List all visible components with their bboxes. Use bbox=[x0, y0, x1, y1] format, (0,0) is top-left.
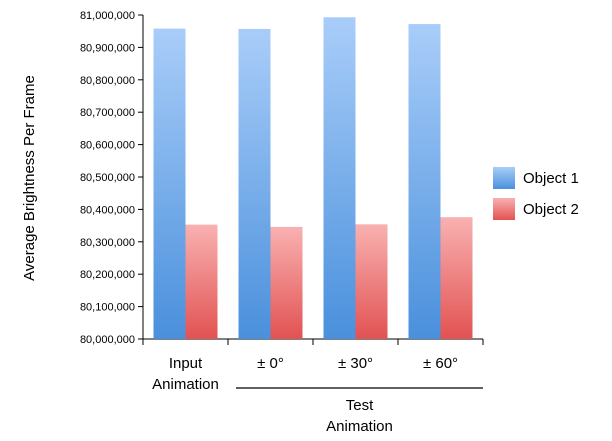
legend-label: Object 1 bbox=[523, 170, 579, 187]
x-tick-label: Animation bbox=[152, 376, 219, 393]
bar-object2-0 bbox=[185, 224, 218, 339]
y-tick-label: 81,000,000 bbox=[80, 10, 135, 22]
bar-object1-0 bbox=[153, 28, 186, 339]
x-tick-label: ± 0° bbox=[257, 355, 284, 372]
bar-object1-1 bbox=[238, 28, 271, 339]
x-tick-label: ± 30° bbox=[338, 355, 373, 372]
y-tick-label: 80,000,000 bbox=[80, 334, 135, 346]
bar-object2-1 bbox=[270, 226, 303, 339]
bar-object1-2 bbox=[323, 17, 356, 339]
x-tick-label: Input bbox=[169, 355, 203, 372]
group-label: Test bbox=[346, 397, 374, 414]
legend-label: Object 2 bbox=[523, 201, 579, 218]
y-tick-label: 80,700,000 bbox=[80, 107, 135, 119]
y-axis-label: Average Brightness Per Frame bbox=[21, 75, 38, 281]
x-tick-label: ± 60° bbox=[423, 355, 458, 372]
group-label: Animation bbox=[326, 418, 393, 435]
y-tick-label: 80,900,000 bbox=[80, 42, 135, 54]
y-tick-label: 80,600,000 bbox=[80, 140, 135, 152]
legend-swatch-object1 bbox=[493, 167, 515, 189]
y-tick-label: 80,400,000 bbox=[80, 204, 135, 216]
bar-object1-3 bbox=[408, 24, 441, 340]
bar-object2-2 bbox=[355, 224, 388, 339]
y-tick-label: 80,100,000 bbox=[80, 302, 135, 314]
y-tick-label: 80,500,000 bbox=[80, 172, 135, 184]
y-tick-label: 80,300,000 bbox=[80, 237, 135, 249]
bar-object2-3 bbox=[440, 217, 473, 339]
y-tick-label: 80,200,000 bbox=[80, 269, 135, 281]
y-tick-label: 80,800,000 bbox=[80, 75, 135, 87]
legend-swatch-object2 bbox=[493, 198, 515, 220]
